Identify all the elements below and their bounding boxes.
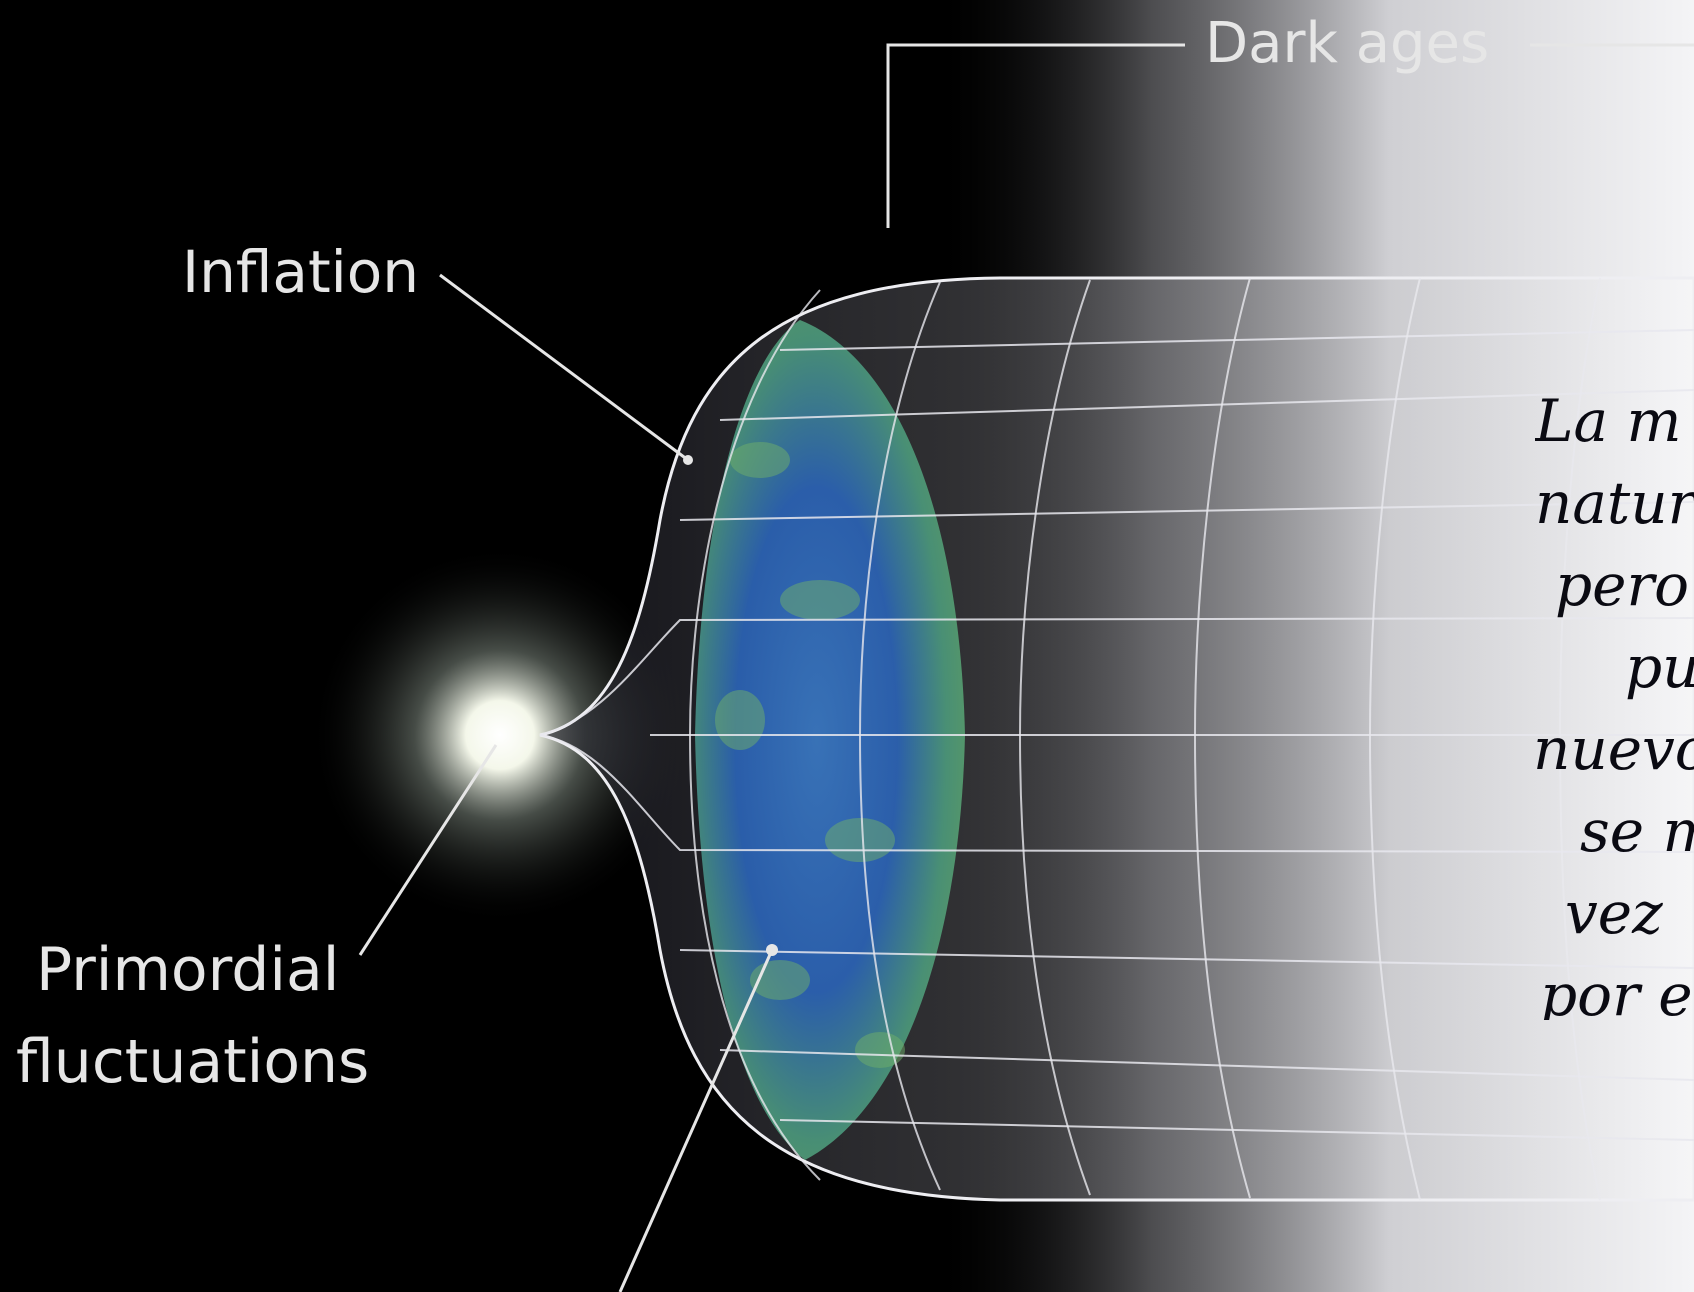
grid-rings — [688, 277, 1601, 1201]
handwritten-note: La m natur pero pu nuevo se m vez por e — [1535, 380, 1694, 1020]
inflation-pointer-dot — [683, 455, 693, 465]
note-line: La m — [1535, 387, 1682, 455]
note-line: se m — [1580, 797, 1694, 865]
primordial-label-line1: Primordial — [36, 935, 339, 1005]
dark-ages-bracket — [886, 43, 1694, 228]
inflation-label: Inflation — [182, 238, 419, 306]
cmb-surface — [695, 320, 965, 1160]
primordial-label-line2: fluctuations — [16, 1027, 369, 1097]
dark-ages-label: Dark ages — [1205, 11, 1489, 76]
inflation-pointer — [439, 273, 689, 462]
note-line: por e — [1540, 961, 1693, 1020]
grid-horizontal — [539, 329, 1694, 1141]
note-line: nuevo — [1535, 715, 1694, 783]
big-bang-glow — [310, 545, 690, 925]
note-line: natur — [1535, 469, 1694, 537]
cmb-pointer-dot — [766, 944, 778, 956]
note-line: pu — [1625, 633, 1694, 701]
primordial-pointer — [358, 744, 498, 956]
note-line: vez — [1565, 879, 1663, 947]
note-line: pero — [1555, 551, 1690, 619]
cmb-pointer — [618, 949, 774, 1292]
